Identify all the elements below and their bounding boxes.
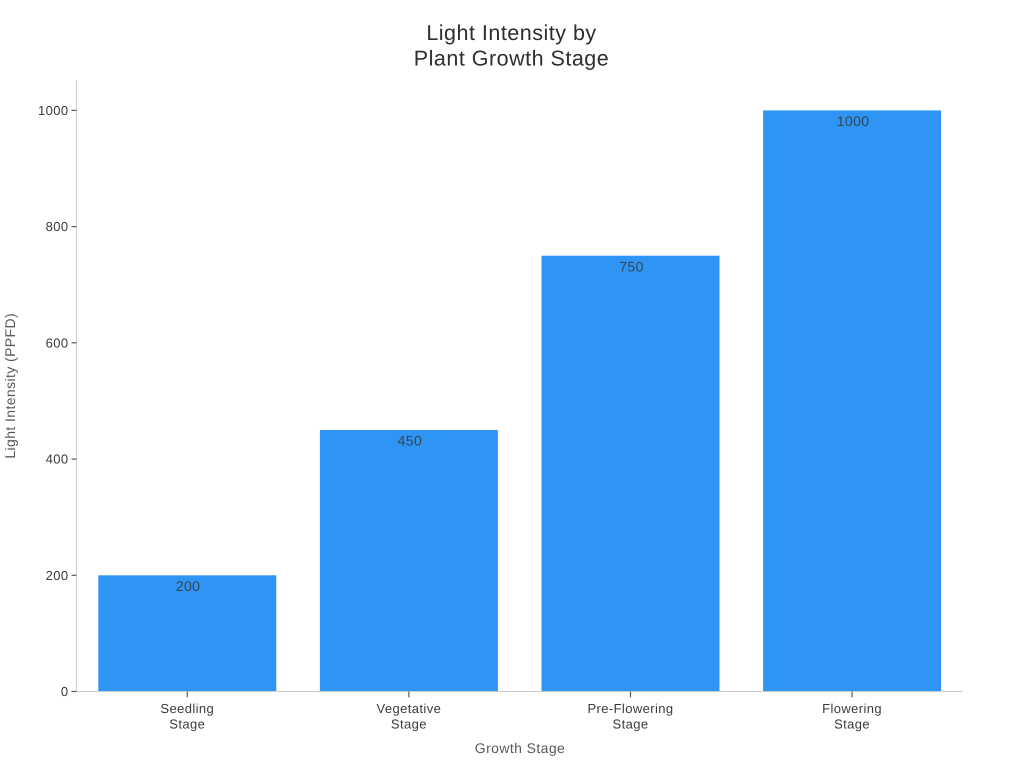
svg-text:1000: 1000 — [38, 103, 69, 118]
svg-text:Stage: Stage — [169, 717, 205, 732]
svg-text:800: 800 — [46, 219, 69, 234]
svg-text:Light Intensity by: Light Intensity by — [426, 21, 596, 45]
svg-text:750: 750 — [619, 258, 644, 274]
svg-text:Stage: Stage — [391, 717, 427, 732]
svg-text:Light Intensity (PPFD): Light Intensity (PPFD) — [2, 313, 18, 459]
svg-text:Growth Stage: Growth Stage — [475, 740, 565, 756]
svg-text:600: 600 — [46, 335, 69, 350]
svg-text:1000: 1000 — [837, 113, 870, 129]
svg-text:Stage: Stage — [613, 717, 649, 732]
svg-text:200: 200 — [176, 578, 201, 594]
svg-text:450: 450 — [398, 433, 423, 449]
svg-text:Vegetative: Vegetative — [377, 701, 442, 716]
svg-text:Seedling: Seedling — [160, 701, 214, 716]
svg-text:400: 400 — [46, 452, 69, 467]
svg-text:200: 200 — [46, 568, 69, 583]
svg-text:Pre-Flowering: Pre-Flowering — [587, 701, 673, 716]
svg-text:0: 0 — [61, 684, 69, 699]
svg-text:Plant Growth Stage: Plant Growth Stage — [414, 47, 609, 71]
svg-text:Flowering: Flowering — [822, 701, 882, 716]
svg-text:Stage: Stage — [834, 717, 870, 732]
